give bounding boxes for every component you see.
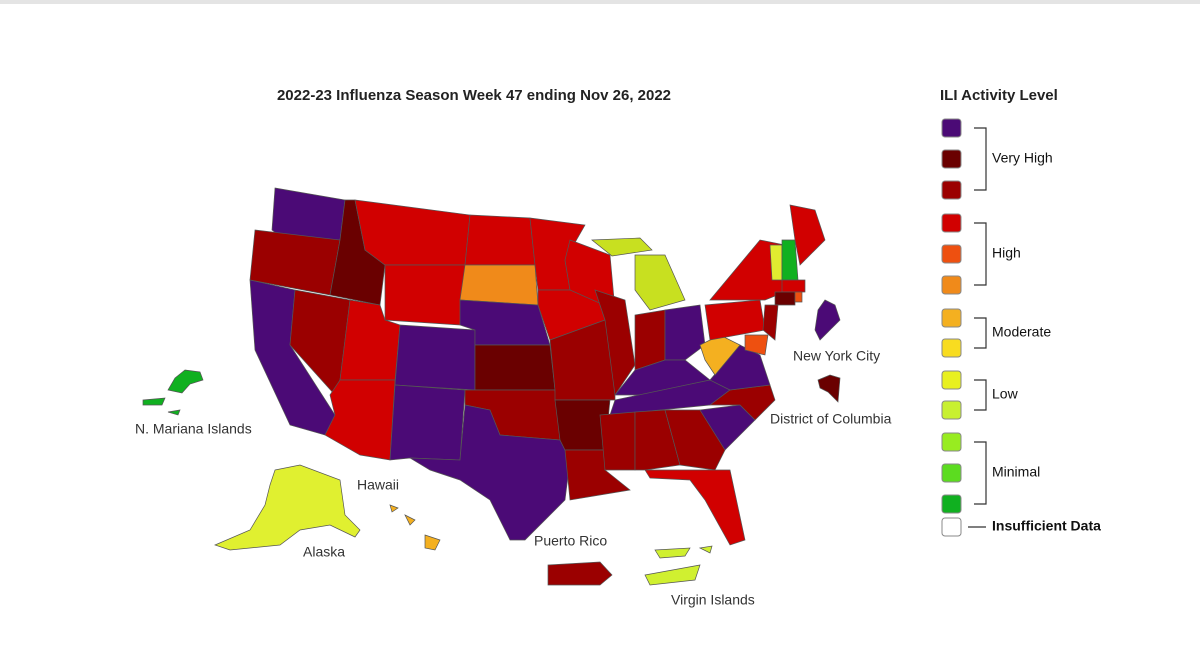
region bbox=[167, 369, 204, 394]
legend-label: Low bbox=[992, 386, 1019, 402]
region bbox=[547, 561, 613, 586]
legend-swatch bbox=[941, 308, 962, 328]
region bbox=[404, 514, 416, 526]
region bbox=[271, 187, 346, 241]
region bbox=[814, 299, 841, 341]
territory-label: N. Mariana Islands bbox=[135, 421, 252, 437]
region bbox=[389, 504, 399, 513]
region bbox=[354, 199, 471, 266]
region bbox=[654, 547, 691, 559]
legend-swatch bbox=[941, 370, 962, 390]
region bbox=[634, 254, 686, 311]
legend-swatch bbox=[941, 118, 962, 138]
legend-swatch bbox=[941, 244, 962, 264]
legend-swatch bbox=[941, 275, 962, 295]
us-map bbox=[142, 187, 841, 586]
region bbox=[324, 379, 396, 461]
region bbox=[644, 564, 701, 586]
territory-label: New York City bbox=[793, 348, 880, 364]
legend-label: Moderate bbox=[992, 324, 1051, 340]
region bbox=[774, 291, 796, 306]
territory-label: Alaska bbox=[303, 544, 345, 560]
legend-bracket bbox=[974, 317, 987, 349]
region bbox=[664, 409, 726, 471]
legend-swatch bbox=[941, 400, 962, 420]
region bbox=[644, 469, 746, 546]
legend-swatch bbox=[941, 517, 962, 537]
legend: Very High High Moderate Low Minimal Insuffici… bbox=[941, 118, 1101, 537]
region bbox=[762, 304, 779, 341]
region bbox=[664, 304, 706, 361]
legend-swatch bbox=[941, 494, 962, 514]
region bbox=[474, 344, 556, 391]
region bbox=[781, 239, 799, 281]
legend-bracket bbox=[974, 441, 987, 505]
region bbox=[214, 464, 361, 551]
legend-bracket bbox=[974, 127, 987, 191]
legend-swatch bbox=[941, 180, 962, 200]
region bbox=[409, 404, 571, 541]
legend-swatch bbox=[941, 213, 962, 233]
region bbox=[424, 534, 441, 551]
legend-label: High bbox=[992, 245, 1021, 261]
region bbox=[634, 309, 666, 371]
region bbox=[142, 397, 166, 406]
legend-label: Minimal bbox=[992, 464, 1040, 480]
legend-title: ILI Activity Level bbox=[940, 87, 1058, 104]
territory-label: Puerto Rico bbox=[534, 533, 607, 549]
region bbox=[384, 264, 466, 326]
region bbox=[744, 334, 769, 356]
legend-swatch bbox=[941, 432, 962, 452]
region bbox=[769, 244, 783, 281]
region bbox=[459, 264, 539, 306]
region bbox=[591, 237, 653, 257]
region bbox=[564, 449, 631, 501]
region bbox=[599, 411, 636, 471]
region bbox=[464, 214, 536, 266]
top-bar bbox=[0, 0, 1200, 4]
legend-bracket bbox=[974, 222, 987, 286]
legend-swatch bbox=[941, 149, 962, 169]
legend-swatch bbox=[941, 338, 962, 358]
region bbox=[698, 545, 713, 554]
region bbox=[794, 291, 803, 303]
region bbox=[704, 299, 766, 341]
region bbox=[817, 374, 841, 403]
region bbox=[781, 279, 806, 293]
region bbox=[394, 324, 476, 391]
territory-label: Hawaii bbox=[357, 477, 399, 493]
region bbox=[789, 204, 826, 266]
legend-bracket bbox=[974, 379, 987, 411]
legend-swatch bbox=[941, 463, 962, 483]
territory-label: District of Columbia bbox=[770, 411, 892, 427]
map-title: 2022-23 Influenza Season Week 47 ending … bbox=[277, 87, 671, 104]
region bbox=[389, 384, 466, 461]
legend-label: Very High bbox=[992, 150, 1053, 166]
region bbox=[167, 409, 181, 416]
region bbox=[594, 289, 636, 396]
territory-label: Virgin Islands bbox=[671, 592, 755, 608]
legend-label: Insufficient Data bbox=[992, 518, 1101, 534]
